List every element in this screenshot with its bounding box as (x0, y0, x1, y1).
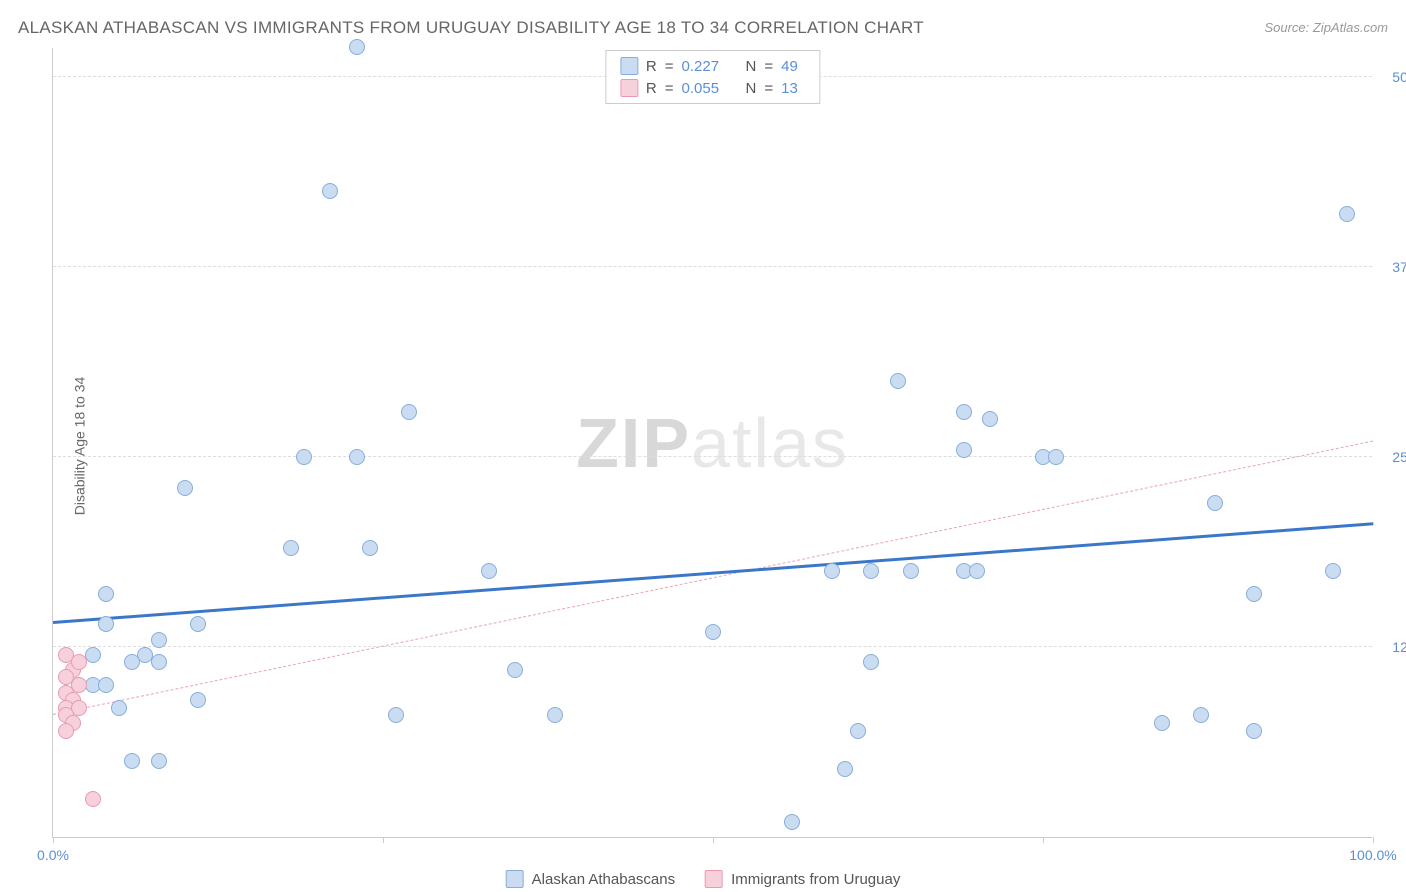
data-point (296, 449, 312, 465)
data-point (111, 700, 127, 716)
trend-line-b (53, 441, 1373, 715)
x-tick-label: 100.0% (1349, 847, 1396, 863)
r-value: 0.055 (682, 80, 732, 97)
data-point (190, 692, 206, 708)
data-point (956, 404, 972, 420)
r-label: R (646, 58, 657, 75)
data-point (1246, 586, 1262, 602)
trend-line-a (53, 523, 1373, 625)
legend-item: Alaskan Athabascans (506, 870, 675, 888)
data-point (507, 662, 523, 678)
legend-label: Alaskan Athabascans (532, 871, 675, 888)
x-tick (383, 837, 384, 843)
data-point (98, 586, 114, 602)
data-point (58, 723, 74, 739)
data-point (151, 654, 167, 670)
x-tick (1043, 837, 1044, 843)
data-point (98, 616, 114, 632)
data-point (1207, 495, 1223, 511)
data-point (71, 654, 87, 670)
gridline (53, 646, 1372, 647)
data-point (850, 723, 866, 739)
data-point (1246, 723, 1262, 739)
bottom-legend: Alaskan Athabascans Immigrants from Urugu… (506, 870, 901, 888)
x-tick-label: 0.0% (37, 847, 69, 863)
source-attribution: Source: ZipAtlas.com (1264, 20, 1388, 35)
eq: = (764, 80, 773, 97)
data-point (85, 791, 101, 807)
x-tick (713, 837, 714, 843)
gridline (53, 456, 1372, 457)
data-point (388, 707, 404, 723)
data-point (890, 373, 906, 389)
data-point (863, 654, 879, 670)
stats-box: R = 0.227 N = 49 R = 0.055 N = 13 (605, 50, 820, 104)
x-tick (1373, 837, 1374, 843)
watermark-light: atlas (691, 404, 849, 482)
y-tick-label: 12.5% (1377, 639, 1406, 655)
stats-row: R = 0.055 N = 13 (620, 77, 805, 99)
r-label: R (646, 80, 657, 97)
data-point (349, 449, 365, 465)
y-tick-label: 50.0% (1377, 69, 1406, 85)
eq: = (665, 80, 674, 97)
data-point (982, 411, 998, 427)
legend-label: Immigrants from Uruguay (731, 871, 900, 888)
legend-swatch (620, 57, 638, 75)
eq: = (764, 58, 773, 75)
watermark-bold: ZIP (576, 404, 691, 482)
data-point (151, 632, 167, 648)
data-point (903, 563, 919, 579)
data-point (1339, 206, 1355, 222)
data-point (824, 563, 840, 579)
data-point (969, 563, 985, 579)
y-tick-label: 25.0% (1377, 449, 1406, 465)
n-value: 13 (781, 80, 805, 97)
legend-item: Immigrants from Uruguay (705, 870, 900, 888)
data-point (705, 624, 721, 640)
data-point (124, 654, 140, 670)
stats-row: R = 0.227 N = 49 (620, 55, 805, 77)
data-point (1048, 449, 1064, 465)
y-tick-label: 37.5% (1377, 259, 1406, 275)
data-point (481, 563, 497, 579)
plot-area: ZIPatlas R=0.227N=49R=0.055N=13 12.5%25.… (52, 48, 1372, 838)
eq: = (665, 58, 674, 75)
gridline (53, 266, 1372, 267)
data-point (151, 753, 167, 769)
n-label: N (746, 58, 757, 75)
data-point (349, 39, 365, 55)
data-point (322, 183, 338, 199)
data-point (1325, 563, 1341, 579)
data-point (177, 480, 193, 496)
data-point (837, 761, 853, 777)
x-tick (53, 837, 54, 843)
data-point (1154, 715, 1170, 731)
r-value: 0.227 (682, 58, 732, 75)
n-value: 49 (781, 58, 805, 75)
data-point (956, 442, 972, 458)
data-point (124, 753, 140, 769)
data-point (547, 707, 563, 723)
data-point (362, 540, 378, 556)
data-point (784, 814, 800, 830)
legend-swatch (506, 870, 524, 888)
data-point (401, 404, 417, 420)
data-point (98, 677, 114, 693)
legend-swatch (620, 79, 638, 97)
data-point (863, 563, 879, 579)
watermark: ZIPatlas (576, 403, 849, 483)
data-point (1193, 707, 1209, 723)
data-point (283, 540, 299, 556)
n-label: N (746, 80, 757, 97)
chart-title: ALASKAN ATHABASCAN VS IMMIGRANTS FROM UR… (18, 18, 924, 38)
data-point (190, 616, 206, 632)
legend-swatch (705, 870, 723, 888)
